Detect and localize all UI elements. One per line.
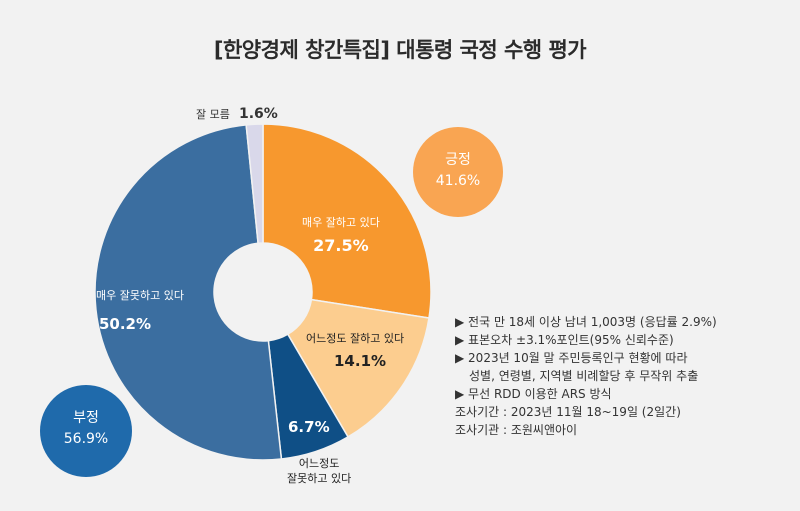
positive-badge-value: 41.6% <box>435 173 481 189</box>
label-strong-negative: 매우 잘못하고 있다 50.2% <box>96 287 184 333</box>
label-somewhat-negative-value-wrap: 6.7% <box>288 418 330 436</box>
note-line: 조사기관 : 조원씨앤아이 <box>455 423 578 437</box>
note-line: ▶ 2023년 10월 말 주민등록인구 현황에 따라 <box>455 351 688 365</box>
note-line: ▶ 무선 RDD 이용한 ARS 방식 <box>455 387 612 401</box>
label-somewhat-positive: 어느정도 잘하고 있다 14.1% <box>306 330 404 370</box>
note-line: ▶ 표본오차 ±3.1%포인트(95% 신뢰수준) <box>455 333 674 347</box>
label-somewhat-negative-value: 6.7% <box>288 418 330 436</box>
slice-strong-negative <box>94 124 283 461</box>
chart-title: [한양경제 창간특집] 대통령 국정 수행 평가 <box>213 38 587 62</box>
label-strong-positive-value: 27.5% <box>313 236 369 255</box>
label-somewhat-negative-line1: 어느정도 <box>298 457 340 470</box>
label-strong-negative-value: 50.2% <box>98 315 151 333</box>
survey-notes: ▶ 전국 만 18세 이상 남녀 1,003명 (응답률 2.9%) ▶ 표본오… <box>455 313 717 439</box>
slice-dont-know <box>245 123 264 245</box>
label-somewhat-positive-name: 어느정도 잘하고 있다 <box>306 332 405 345</box>
positive-badge-name: 긍정 <box>445 152 471 168</box>
label-dont-know: 잘 모름 1.6% <box>196 103 278 122</box>
slice-somewhat-positive <box>286 298 430 438</box>
negative-badge-value: 56.9% <box>63 431 109 447</box>
label-strong-positive: 매우 잘하고 있다 27.5% <box>302 214 380 255</box>
note-line: 조사기간 : 2023년 11월 18~19일 (2일간) <box>455 405 681 419</box>
negative-badge: 부정 56.9% <box>40 385 132 477</box>
label-somewhat-negative-name: 어느정도 잘못하고 있다 <box>287 456 351 486</box>
note-line: 성별, 연령별, 지역별 비례할당 후 무작위 추출 <box>469 369 699 383</box>
label-strong-negative-name: 매우 잘못하고 있다 <box>96 289 184 302</box>
label-somewhat-positive-value: 14.1% <box>334 352 387 370</box>
note-line: ▶ 전국 만 18세 이상 남녀 1,003명 (응답률 2.9%) <box>455 315 717 329</box>
slice-strong-positive <box>262 123 432 319</box>
label-strong-positive-name: 매우 잘하고 있다 <box>302 216 380 229</box>
label-dont-know-value: 1.6% <box>238 106 278 122</box>
negative-badge-name: 부정 <box>73 410 99 426</box>
positive-badge: 긍정 41.6% <box>413 127 503 217</box>
label-dont-know-name: 잘 모름 <box>196 108 230 121</box>
label-somewhat-negative-line2: 잘못하고 있다 <box>287 472 352 485</box>
